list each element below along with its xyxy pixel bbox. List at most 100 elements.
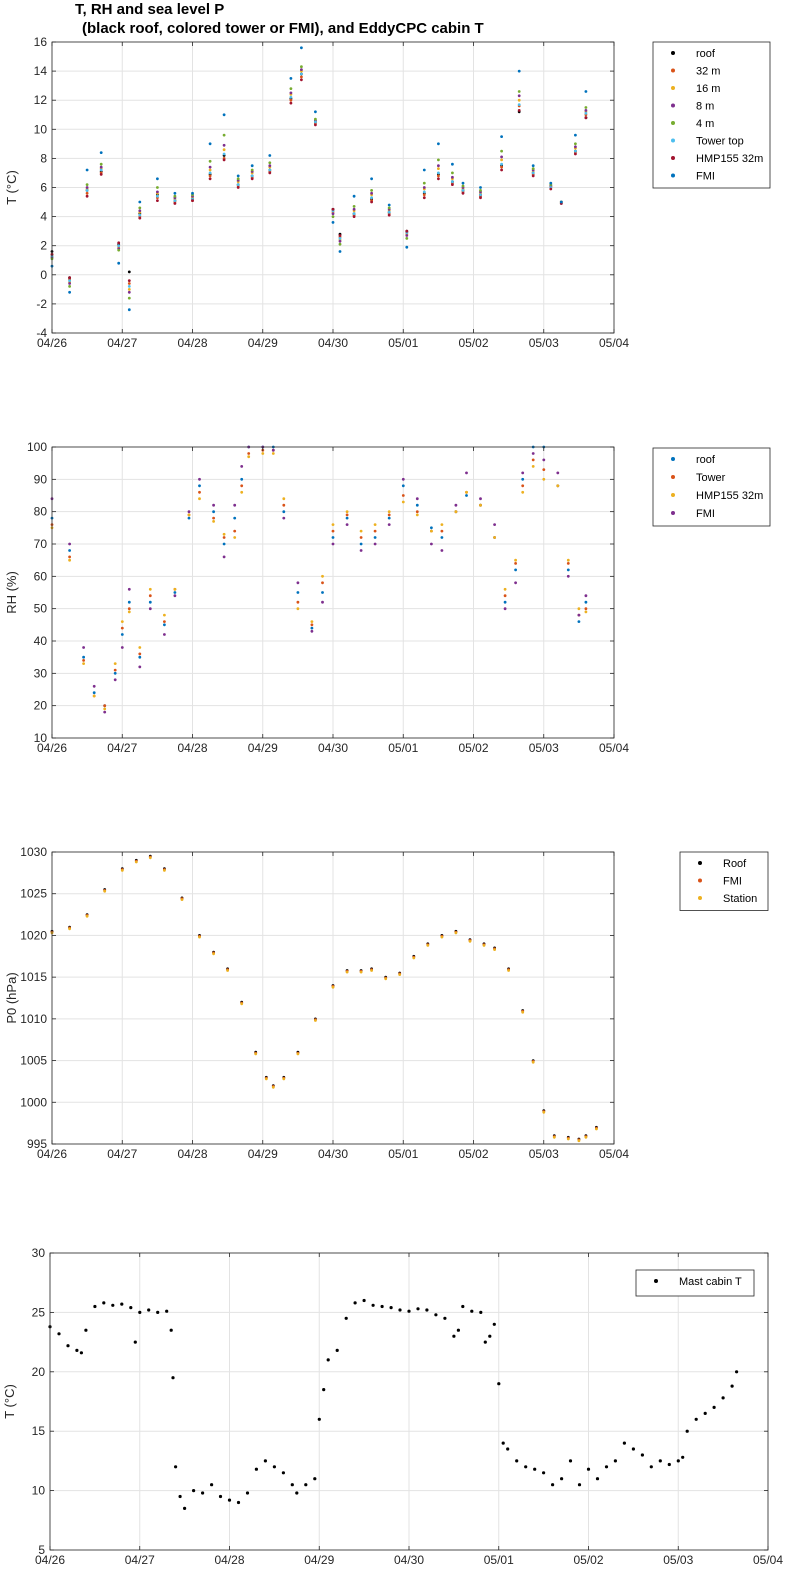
data-point (331, 207, 335, 211)
data-point (531, 174, 535, 178)
data-point (461, 1304, 465, 1309)
y-tick-label: 1015 (20, 970, 47, 984)
data-point (163, 869, 166, 872)
chart-panel-1: 04/26 04/27 04/28 04/29 04/30 05/01 05/02 05/03… (4, 35, 771, 350)
legend-marker (698, 861, 702, 865)
data-point (103, 704, 107, 708)
data-point (549, 181, 553, 185)
data-point (440, 549, 444, 552)
data-point (245, 1491, 250, 1495)
data-point (730, 1384, 734, 1388)
data-point (222, 152, 226, 156)
data-point (517, 98, 521, 102)
data-point (322, 1388, 326, 1392)
legend-marker (671, 511, 675, 515)
data-point (405, 237, 409, 240)
data-point (437, 174, 440, 178)
data-point (180, 898, 184, 901)
data-point (127, 587, 131, 591)
data-point (521, 477, 525, 481)
x-tick-label: 04/30 (318, 336, 348, 350)
data-point (227, 1498, 232, 1502)
data-point (208, 168, 212, 172)
data-point (85, 186, 89, 189)
data-point (531, 452, 535, 455)
data-point (479, 186, 482, 189)
data-point (282, 1077, 286, 1081)
legend-marker (671, 103, 675, 108)
data-point (503, 600, 507, 604)
data-point (622, 1441, 627, 1445)
data-point (289, 101, 293, 105)
data-point (113, 678, 117, 682)
data-point (373, 542, 377, 546)
chart-panel-3: 04/26 04/27 04/28 04/29 04/30 05/01 05/02 05/03… (4, 845, 769, 1161)
data-point (148, 856, 152, 860)
data-point (331, 985, 335, 989)
y-tick-label: 25 (32, 1305, 46, 1319)
data-point (300, 65, 303, 69)
y-tick-label: 1000 (20, 1095, 47, 1109)
data-point (422, 181, 426, 185)
data-point (163, 633, 166, 636)
y-tick-label: 30 (32, 1246, 46, 1260)
x-tick-label: 04/27 (107, 741, 137, 755)
data-point (310, 629, 314, 633)
data-point (310, 626, 314, 630)
data-point (566, 562, 570, 565)
data-point (187, 516, 191, 520)
data-point (156, 1310, 160, 1314)
data-point (57, 1332, 61, 1336)
y-tick-label: 6 (40, 181, 47, 195)
data-point (82, 662, 85, 665)
data-point (501, 1441, 505, 1445)
data-point (240, 484, 244, 488)
data-point (268, 161, 272, 165)
data-point (289, 91, 293, 95)
y-tick-label: 15 (32, 1424, 46, 1438)
data-point (268, 168, 272, 172)
data-point (68, 285, 71, 288)
data-point (514, 568, 517, 572)
data-point (282, 503, 286, 507)
data-point (461, 181, 465, 185)
data-point (233, 536, 237, 539)
data-point (497, 1382, 501, 1386)
y-tick-label: 14 (34, 64, 48, 78)
data-point (631, 1447, 636, 1451)
data-point (99, 151, 103, 155)
data-point (174, 1465, 178, 1469)
data-point (401, 477, 405, 481)
x-tick-label: 04/30 (318, 741, 348, 755)
data-point (451, 183, 454, 187)
figure-title-line-1: T, RH and sea level P (75, 1, 224, 18)
legend-label: 8 m (696, 101, 714, 113)
data-point (173, 594, 177, 598)
data-point (171, 1376, 175, 1380)
data-point (359, 536, 363, 539)
data-point (387, 523, 391, 526)
data-point (163, 620, 166, 623)
data-point (321, 591, 324, 594)
data-point (148, 587, 152, 591)
x-tick-label: 05/04 (753, 1553, 783, 1567)
data-point (212, 520, 216, 523)
data-point (68, 279, 71, 282)
data-point (79, 1351, 83, 1355)
data-point (85, 189, 89, 192)
legend: Roof FMI Station (679, 851, 769, 911)
data-point (208, 171, 212, 175)
data-point (359, 970, 363, 974)
data-point (236, 174, 240, 178)
x-tick-label: 04/28 (177, 1147, 207, 1161)
data-point (430, 529, 433, 533)
data-point (560, 1477, 564, 1481)
data-point (103, 707, 107, 711)
data-point (263, 1459, 267, 1463)
data-point (117, 241, 121, 245)
data-point (226, 969, 230, 972)
data-point (310, 623, 314, 627)
x-tick-label: 04/29 (248, 1147, 278, 1161)
data-point (559, 200, 563, 204)
legend: roof 32 m 16 m 8 m 4 m Tower top HMP155 32m FMI (652, 41, 771, 189)
